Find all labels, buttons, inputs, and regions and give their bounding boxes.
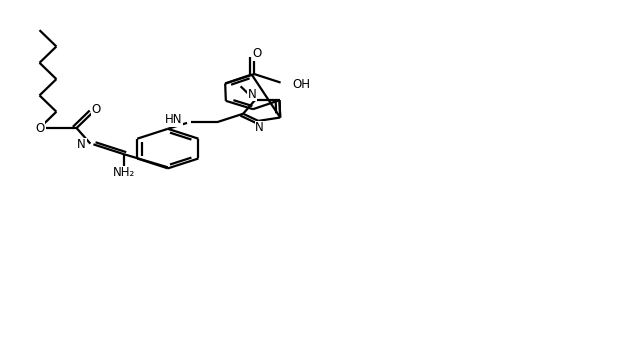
Text: O: O [35,121,44,135]
Text: O: O [92,103,101,116]
Text: HN: HN [164,113,182,126]
Text: N: N [77,138,86,151]
Text: N: N [247,87,256,101]
Text: O: O [253,47,262,60]
Text: OH: OH [293,78,311,91]
Text: N: N [255,121,264,134]
Text: NH₂: NH₂ [113,166,135,180]
